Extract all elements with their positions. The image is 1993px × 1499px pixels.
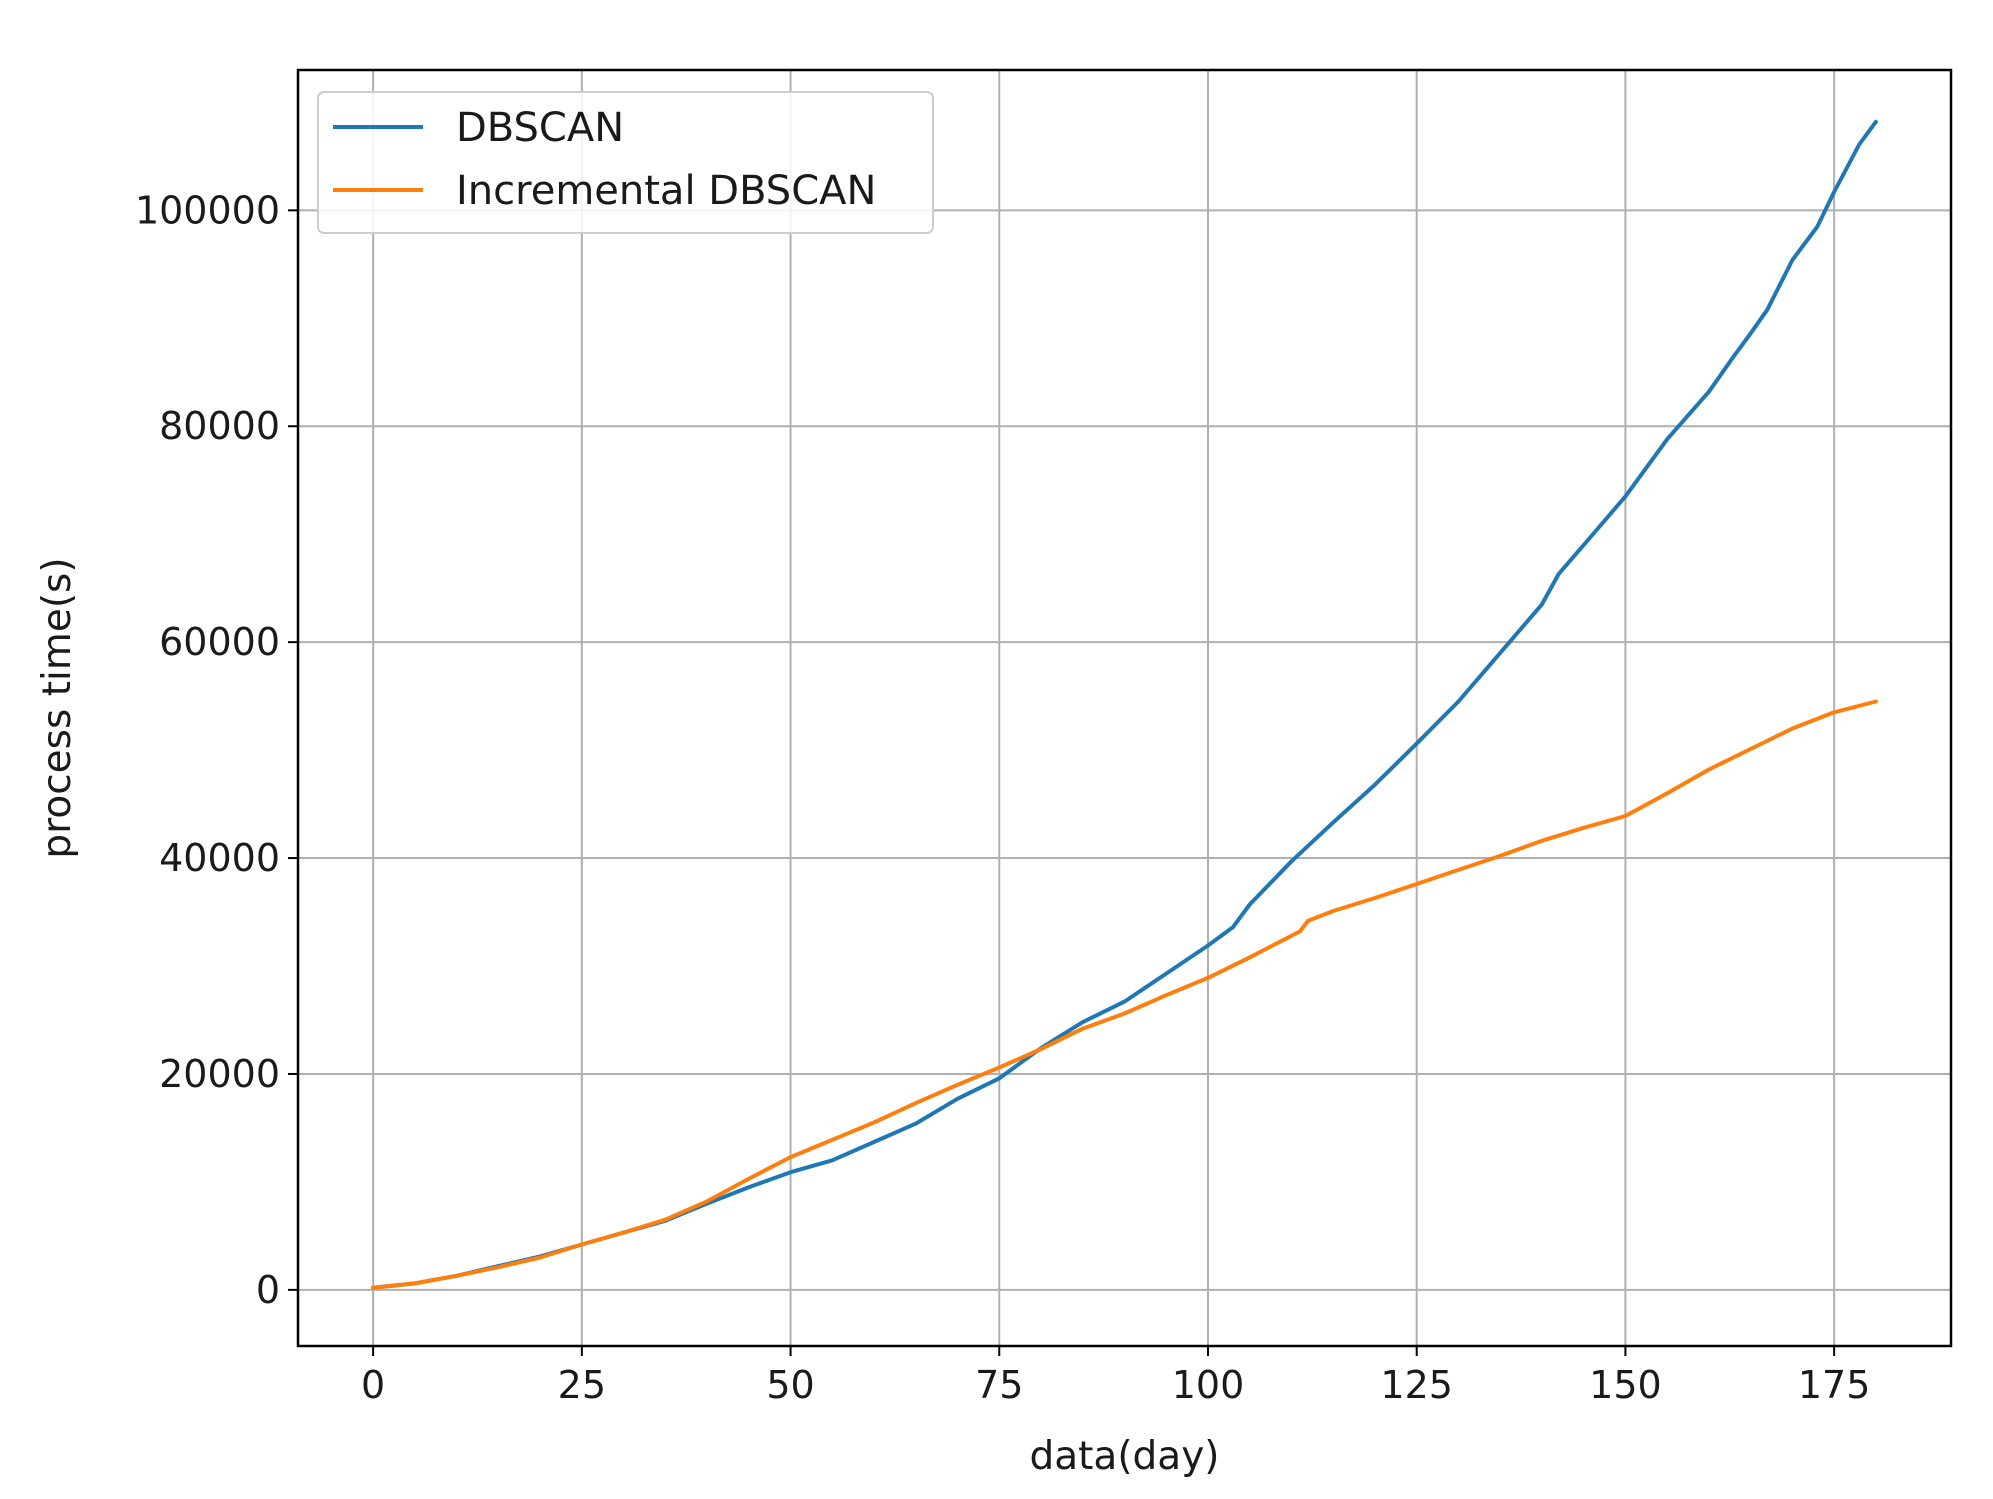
legend: DBSCAN Incremental DBSCAN	[317, 91, 934, 234]
x-tick-label: 125	[1380, 1363, 1453, 1407]
series-lines	[371, 119, 1878, 1290]
y-tick-label: 100000	[135, 188, 280, 232]
legend-label-incremental-dbscan: Incremental DBSCAN	[456, 168, 876, 214]
grid	[298, 70, 1951, 1346]
plot-area-frame	[296, 68, 1953, 1348]
series-line-incremental-dbscan	[371, 699, 1878, 1290]
y-tick-label: 60000	[159, 620, 280, 664]
y-tick-label: 80000	[159, 404, 280, 448]
x-tick-label: 100	[1172, 1363, 1245, 1407]
y-tick-label: 0	[256, 1268, 280, 1312]
x-tick-label: 0	[361, 1363, 385, 1407]
x-tick-label: 25	[558, 1363, 606, 1407]
legend-box	[317, 91, 934, 234]
x-tick-label: 50	[766, 1363, 814, 1407]
axis-ticks: 0 25 50 75 100 125 150 175 0 20000 40000 60000 80000…	[135, 188, 1870, 1407]
y-axis-label: process time(s)	[35, 557, 80, 858]
x-axis-label: data(day)	[1029, 1434, 1219, 1479]
legend-label-dbscan: DBSCAN	[456, 105, 624, 151]
x-tick-label: 175	[1798, 1363, 1871, 1407]
x-tick-label: 75	[975, 1363, 1023, 1407]
y-tick-label: 20000	[159, 1052, 280, 1096]
y-tick-label: 40000	[159, 836, 280, 880]
x-tick-label: 150	[1589, 1363, 1662, 1407]
